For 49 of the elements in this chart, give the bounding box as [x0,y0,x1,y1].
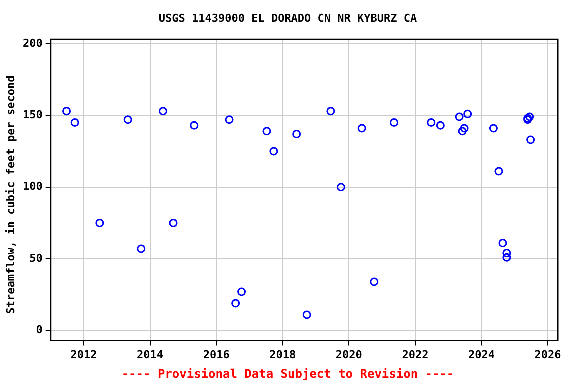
x-tick-label: 2024 [468,348,496,362]
point [502,253,512,262]
point [489,124,498,133]
point [390,118,399,128]
point [169,218,178,228]
y-tick-label: 50 [30,252,43,265]
point [137,244,146,254]
point [526,112,534,122]
chart-title: USGS 11439000 EL DORADO CN NR KYBURZ CA [158,12,418,25]
point [494,167,504,176]
point [436,121,445,130]
point [262,127,272,136]
y-tick-label: 100 [22,180,43,194]
x-tick-label: 2016 [203,348,230,362]
x-tick-label: 2022 [402,348,429,362]
point [225,116,234,124]
point [464,110,472,118]
point [302,310,312,320]
point [370,278,379,286]
y-axis-title: Streamflow, in cubic feet per second [4,76,18,314]
point [96,218,104,228]
y-tick-label: 150 [22,108,43,122]
point [498,239,508,248]
point [270,147,278,156]
text: ---- Provisional Data Subject to Revision ---- [120,367,456,381]
point [502,249,512,258]
x-tick-label: 2014 [137,348,164,362]
y-tick-label: 0 [36,324,43,337]
x-tick-label: 2026 [534,348,562,362]
point [326,107,336,116]
point [526,136,536,144]
point [336,183,346,192]
point [427,118,436,128]
x-tick-label: 2012 [70,348,98,362]
point [238,288,246,296]
point [70,118,80,128]
point [455,112,464,122]
point [460,124,469,133]
point [158,107,168,116]
point [358,124,366,133]
x-tick-label: 2020 [336,348,362,362]
point [292,130,302,139]
point [232,299,240,308]
x-tick-label: 2018 [270,348,296,362]
point [124,116,132,124]
point [190,121,199,130]
point [62,107,72,116]
point [458,127,467,136]
y-tick-label: 200 [22,36,43,50]
